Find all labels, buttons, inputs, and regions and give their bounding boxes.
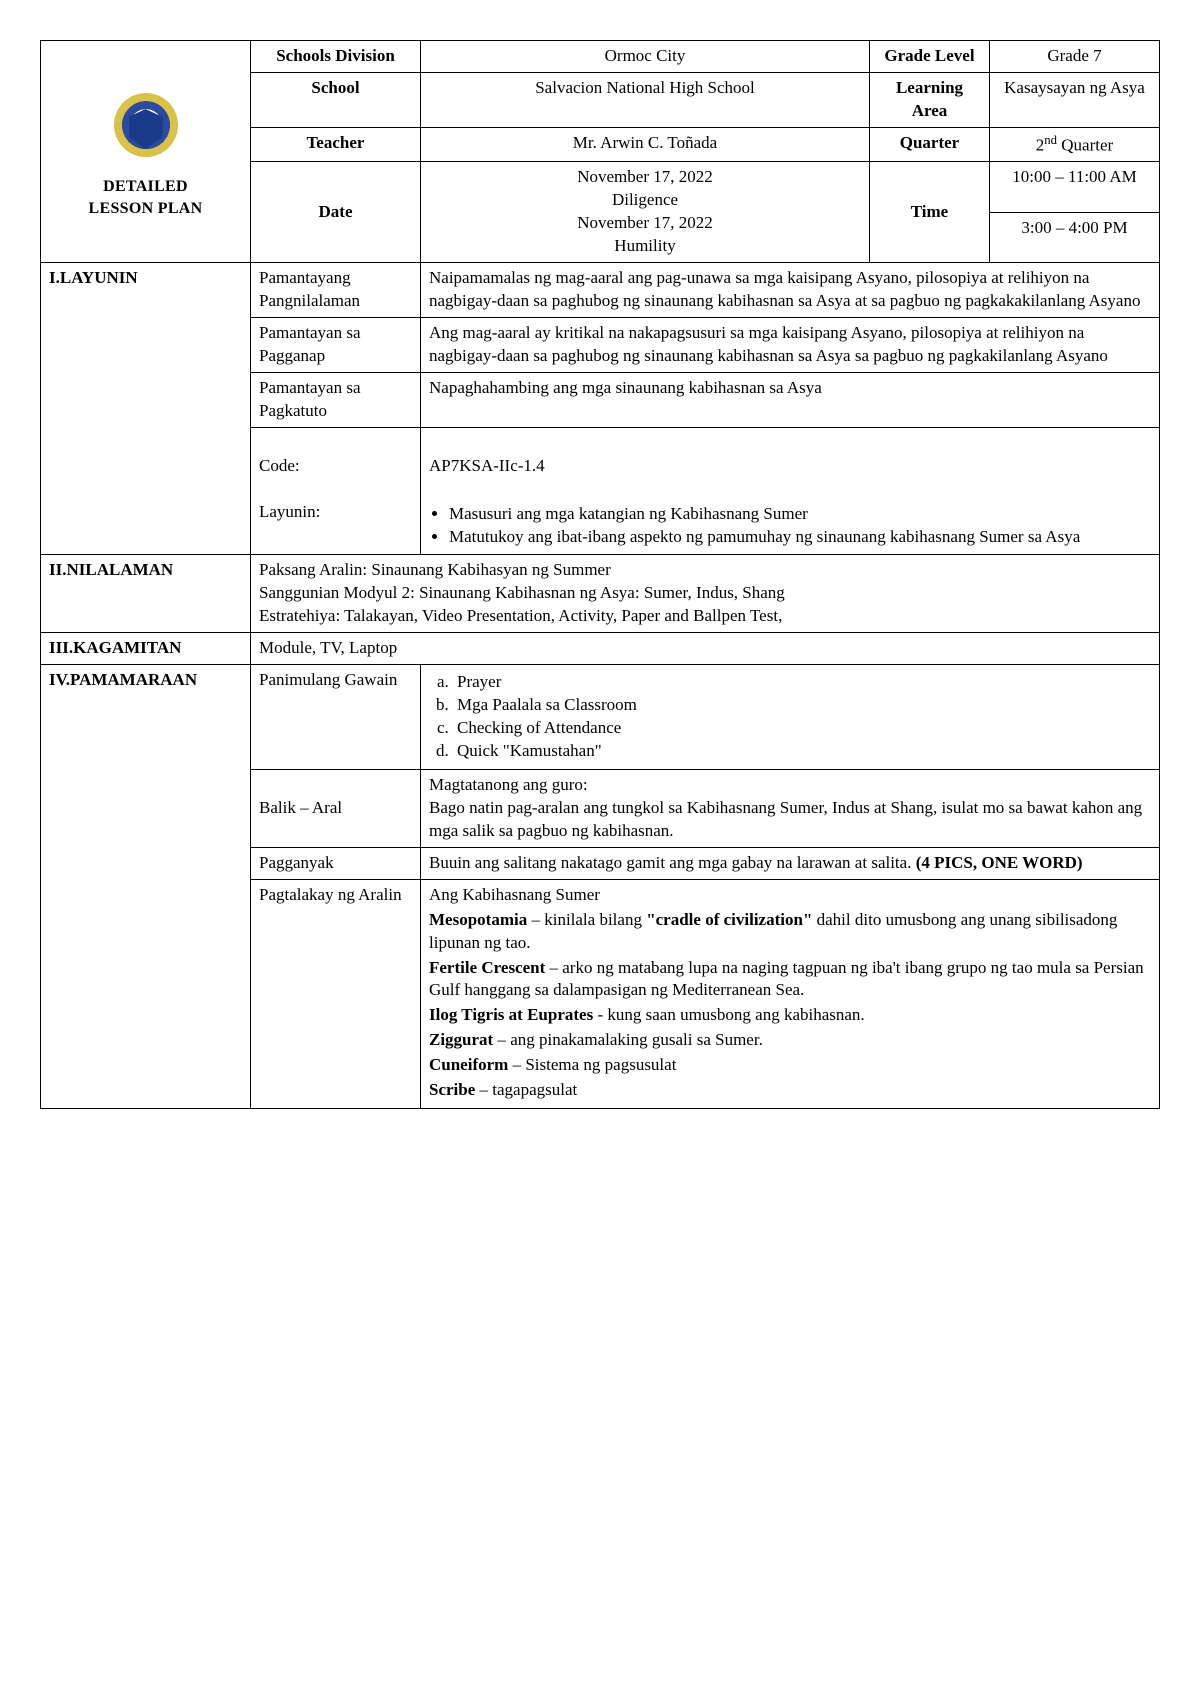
- value-grade-level: Grade 7: [990, 41, 1160, 73]
- section-kagamitan-label: III.KAGAMITAN: [41, 633, 251, 665]
- balik-aral-value: Magtatanong ang guro: Bago natin pag-ara…: [421, 769, 1160, 847]
- label-learning-area: Learning Area: [870, 72, 990, 127]
- value-time-2: 3:00 – 4:00 PM: [990, 212, 1160, 262]
- kagamitan-value: Module, TV, Laptop: [251, 633, 1160, 665]
- section-layunin-label: I.LAYUNIN: [41, 263, 251, 555]
- code-value: AP7KSA-IIc-1.4: [429, 456, 545, 475]
- pagtalakay-label: Pagtalakay ng Aralin: [251, 879, 421, 1108]
- pagganyak-label: Pagganyak: [251, 847, 421, 879]
- balik-aral-label: Balik – Aral: [251, 769, 421, 847]
- label-time: Time: [870, 162, 990, 263]
- value-learning-area: Kasaysayan ng Asya: [990, 72, 1160, 127]
- layunin-bullets: Masusuri ang mga katangian ng Kabihasnan…: [449, 503, 1151, 549]
- value-quarter: 2nd Quarter: [990, 127, 1160, 162]
- layunin-sublabel: Layunin:: [259, 502, 320, 521]
- value-time-1: 10:00 – 11:00 AM: [990, 162, 1160, 212]
- panimulang-list: Prayer Mga Paalala sa Classroom Checking…: [453, 671, 1151, 763]
- pamantayang-value: Naipamamalas ng mag-aaral ang pag-unawa …: [421, 263, 1160, 318]
- label-teacher: Teacher: [251, 127, 421, 162]
- doc-title-2: LESSON PLAN: [49, 198, 242, 220]
- value-date: November 17, 2022 Diligence November 17,…: [421, 162, 870, 263]
- label-grade-level: Grade Level: [870, 41, 990, 73]
- doc-title-1: DETAILED: [49, 176, 242, 198]
- value-school: Salvacion National High School: [421, 72, 870, 127]
- label-date: Date: [251, 162, 421, 263]
- pagkatuto-label: Pamantayan sa Pagkatuto: [251, 372, 421, 427]
- pagganyak-value: Buuin ang salitang nakatago gamit ang mg…: [421, 847, 1160, 879]
- pagkatuto-value: Napaghahambing ang mga sinaunang kabihas…: [421, 372, 1160, 427]
- header-table: DETAILED LESSON PLAN Schools Division Or…: [40, 40, 1160, 1109]
- label-quarter: Quarter: [870, 127, 990, 162]
- section-nilalaman-label: II.NILALAMAN: [41, 555, 251, 633]
- pagtalakay-value: Ang Kabihasnang Sumer Mesopotamia – kini…: [421, 879, 1160, 1108]
- value-teacher: Mr. Arwin C. Toñada: [421, 127, 870, 162]
- label-schools-division: Schools Division: [251, 41, 421, 73]
- pamantayang-label: Pamantayang Pangnilalaman: [251, 263, 421, 318]
- layunin-bullet-1: Masusuri ang mga katangian ng Kabihasnan…: [449, 503, 1151, 526]
- code-layunin-cell: Code: Layunin:: [251, 427, 421, 555]
- nilalaman-value: Paksang Aralin: Sinaunang Kabihasyan ng …: [251, 555, 1160, 633]
- code-label: Code:: [259, 456, 300, 475]
- section-pamamaraan-label: IV.PAMAMARAAN: [41, 665, 251, 1109]
- value-schools-division: Ormoc City: [421, 41, 870, 73]
- pagganap-value: Ang mag-aaral ay kritikal na nakapagsusu…: [421, 318, 1160, 373]
- deped-logo: [107, 90, 185, 168]
- label-school: School: [251, 72, 421, 127]
- lesson-plan-document: DETAILED LESSON PLAN Schools Division Or…: [40, 40, 1160, 1109]
- panimulang-label: Panimulang Gawain: [251, 665, 421, 770]
- logo-title-cell: DETAILED LESSON PLAN: [41, 41, 251, 263]
- panimulang-value: Prayer Mga Paalala sa Classroom Checking…: [421, 665, 1160, 770]
- layunin-bullet-2: Matutukoy ang ibat-ibang aspekto ng pamu…: [449, 526, 1151, 549]
- code-layunin-value: AP7KSA-IIc-1.4 Masusuri ang mga katangia…: [421, 427, 1160, 555]
- pagganap-label: Pamantayan sa Pagganap: [251, 318, 421, 373]
